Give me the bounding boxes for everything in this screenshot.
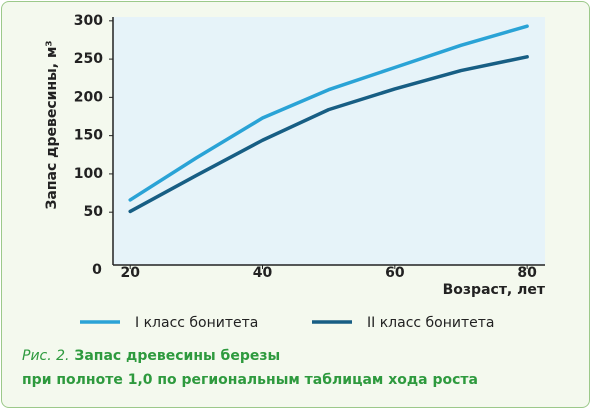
caption-line1: Рис. 2. Запас древесины березы [22,348,280,364]
y-axis-label: Запас древесины, м³ [44,40,60,209]
x-tick-label: 80 [517,265,537,281]
y-tick-label: 250 [74,51,103,67]
caption-prefix: Рис. 2. [22,348,70,364]
series-line [128,55,529,214]
origin-label: 0 [92,262,102,278]
x-tick-label: 60 [385,265,405,281]
x-axis-label: Возраст, лет [443,282,546,298]
x-tick-label: 40 [253,265,273,281]
y-tick-label: 100 [74,166,103,182]
series-line [128,24,529,202]
y-tick-label: 200 [74,89,103,105]
y-tick-label: 300 [74,13,103,29]
legend-label: I класс бонитета [135,315,258,331]
y-tick-label: 50 [84,204,104,220]
legend-label: II класс бонитета [367,315,495,331]
x-tick-label: 20 [120,265,140,281]
caption-line2: при полноте 1,0 по региональным таблицам… [22,372,478,388]
caption-title: Запас древесины березы [74,348,280,364]
y-tick-label: 150 [74,128,103,144]
plot-area [113,17,545,265]
